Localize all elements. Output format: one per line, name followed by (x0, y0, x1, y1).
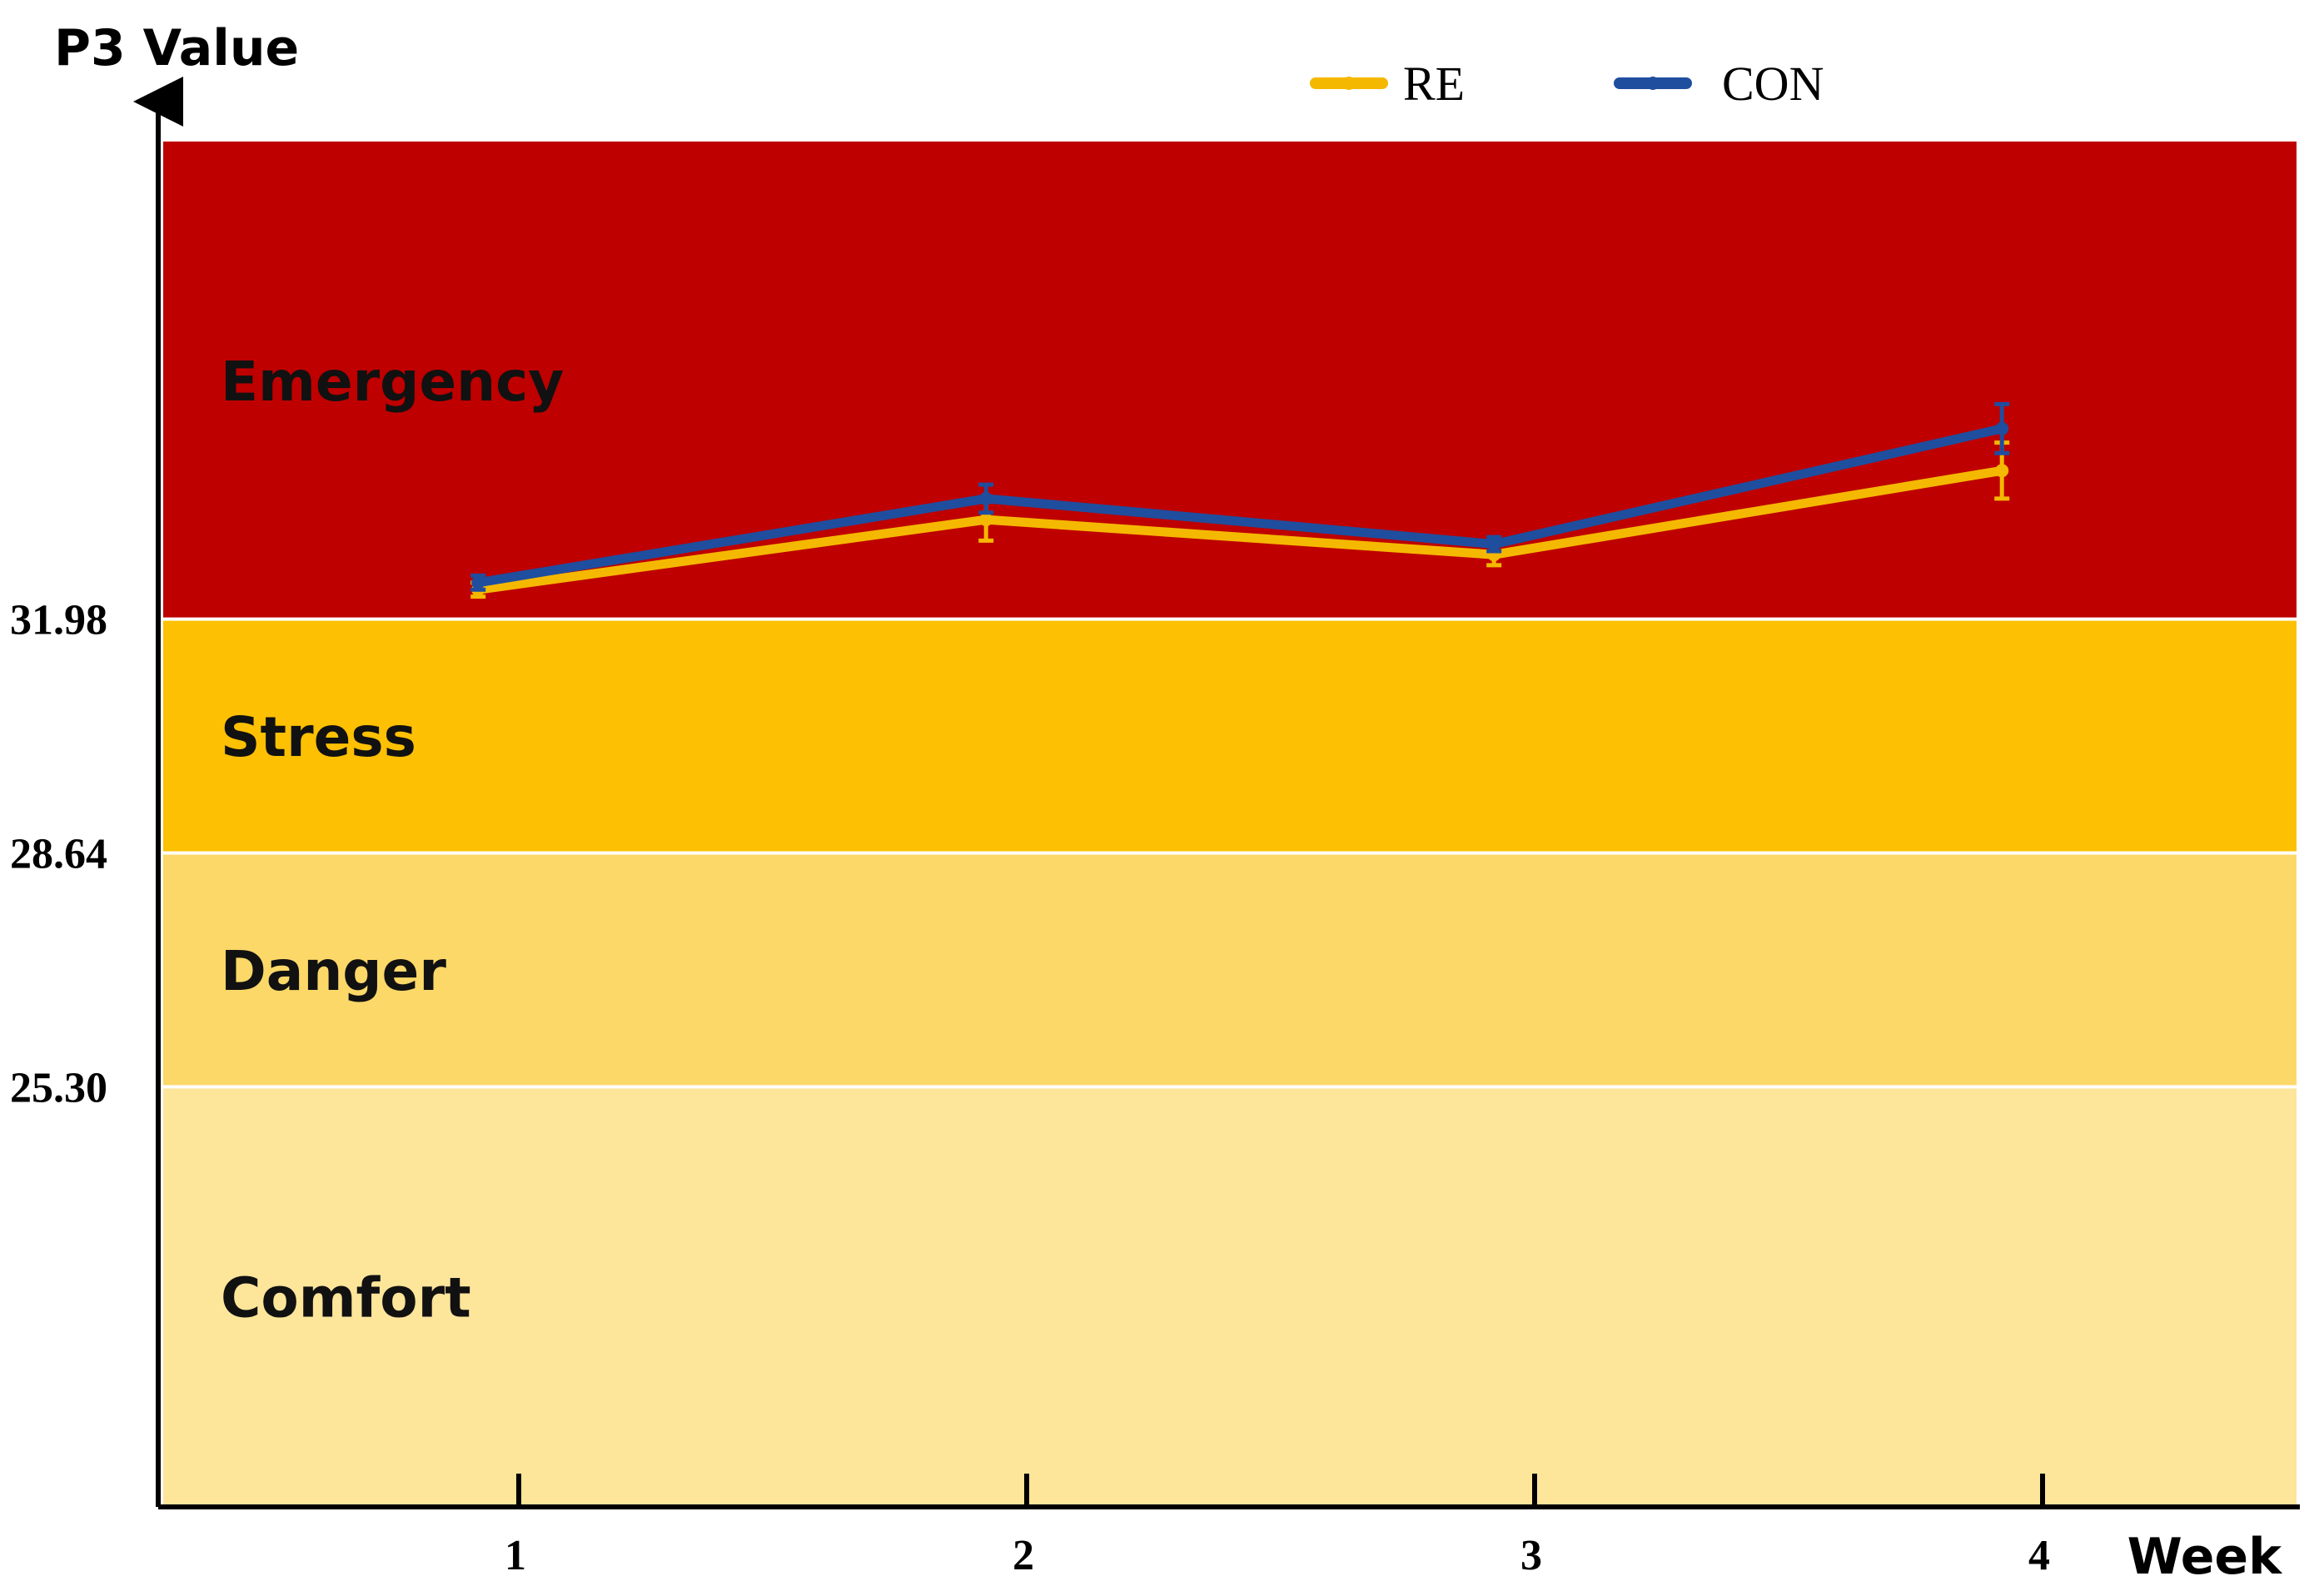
x-tick-label: 1 (505, 1532, 526, 1579)
legend-marker-re (1342, 77, 1356, 90)
zone-stress (163, 619, 2297, 853)
data-point-con (1487, 537, 1501, 551)
y-tick-label: 28.64 (10, 830, 107, 878)
zone-danger (163, 853, 2297, 1087)
zone-comfort (163, 1086, 2297, 1507)
data-point-re (979, 513, 993, 527)
series-line-re (477, 465, 2003, 594)
data-point-con (471, 575, 485, 589)
zone-label-danger: Danger (221, 939, 446, 1003)
zone-label-stress: Stress (221, 705, 416, 769)
x-tick-label: 2 (1013, 1532, 1034, 1579)
data-point-re (1995, 464, 2009, 478)
legend-label-con: CON (1722, 57, 1824, 111)
data-point-con (979, 491, 993, 505)
zones (163, 142, 2297, 1507)
zone-label-emergency: Emergency (221, 350, 564, 414)
y-tick-label: 25.30 (10, 1064, 107, 1111)
zone-label-comfort: Comfort (221, 1266, 471, 1330)
series (470, 401, 2010, 599)
y-tick-label: 31.98 (10, 597, 107, 644)
legend-marker-con (1646, 77, 1660, 90)
series-line-con (477, 424, 2003, 588)
zone-labels: Emergency Stress Danger Comfort (221, 350, 564, 1330)
axes: 31.98 28.64 25.30 1 2 3 4 (10, 77, 2300, 1579)
legend-label-re: RE (1403, 57, 1465, 111)
x-tick-label: 4 (2028, 1532, 2050, 1579)
y-axis-title: P3 Value (54, 19, 299, 77)
x-tick-label: 3 (1520, 1532, 1542, 1579)
x-axis-title: Week (2127, 1528, 2283, 1586)
data-point-con (1995, 421, 2009, 435)
legend: RE CON (1310, 57, 1824, 111)
